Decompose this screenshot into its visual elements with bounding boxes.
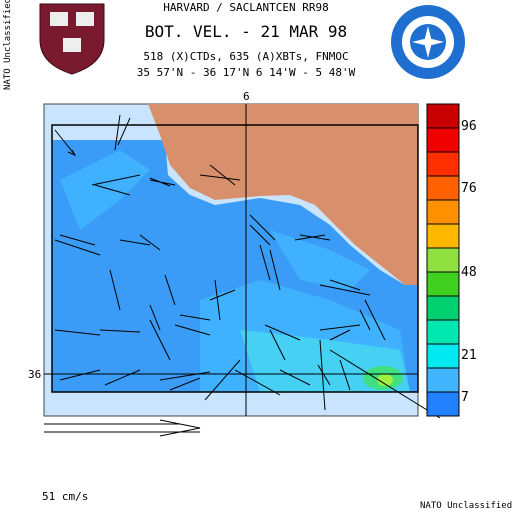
header-line: 518 (X)CTDs, 635 (A)XBTs, FNMOC [143,50,348,63]
lon-label: 6 [243,90,250,103]
lat-label: 36 [28,368,41,381]
title: BOT. VEL. - 21 MAR 98 [145,22,347,41]
scale-arrow [44,419,201,437]
colorbar-label: 48 [461,265,477,280]
colorbar-label: 96 [461,119,477,134]
header-line: 35 57'N - 36 17'N 6 14'W - 5 48'W [137,66,356,79]
header-line: HARVARD / SACLANTCEN RR98 [163,1,329,14]
harvard-logo [39,3,105,75]
colorbar-label: 7 [461,390,469,405]
colorbar-label: 76 [461,181,477,196]
scale-label: 51 cm/s [42,490,88,503]
saclantcen-logo [391,5,465,79]
colorbar [426,103,460,417]
map: 6 36 [28,90,441,419]
side-classification: NATO Unclassified [3,0,13,90]
colorbar-label: 21 [461,348,477,363]
bottom-classification: NATO Unclassified [420,501,512,511]
